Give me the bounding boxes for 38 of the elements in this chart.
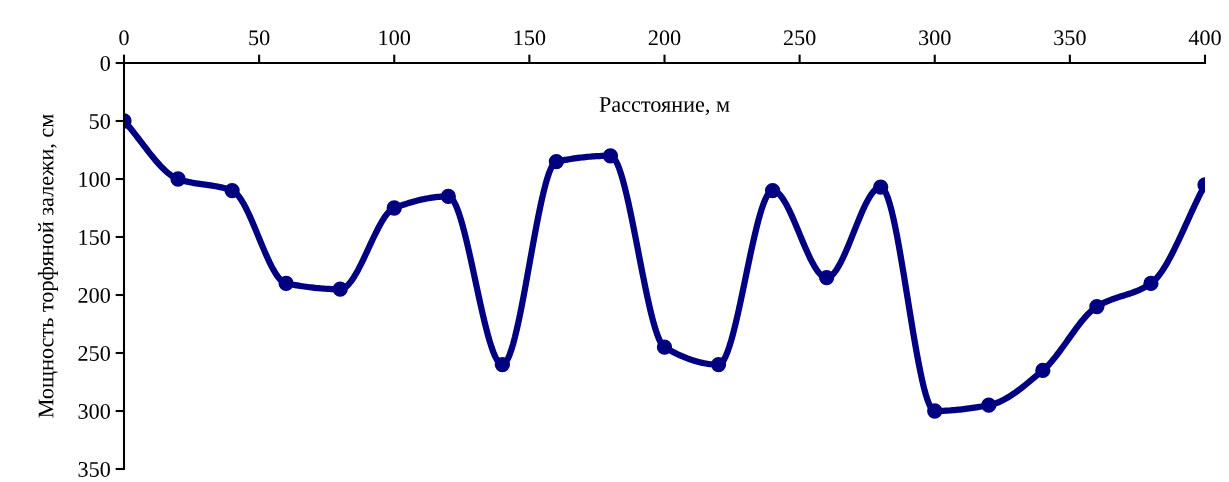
x-axis-title: Расстояние, м [599,97,730,116]
point [278,275,294,292]
point [981,397,997,413]
point [386,200,402,216]
point [332,281,348,297]
x-tick-label: 150 [514,30,546,46]
y-tick-label: 300 [78,403,110,419]
x-tick-label: 250 [783,30,816,46]
x-tick-label: 200 [648,30,681,46]
point [710,356,727,373]
x-tick-label: 300 [919,30,951,46]
x-tick-label: 100 [379,30,411,46]
point [548,153,565,170]
point [440,188,456,205]
point [170,171,186,187]
y-tick-label: 250 [78,345,110,361]
point [1089,298,1105,315]
y-tick-label: 200 [78,287,110,303]
y-axis-title: Мощность торфяной залежи, см [37,114,59,418]
point [873,179,889,195]
point [927,403,943,419]
y-tick-label: 350 [78,461,110,477]
x-tick-label: 350 [1054,30,1086,46]
y-tick-label: 100 [79,171,110,187]
x-tick-label: 50 [249,30,270,46]
point [1035,362,1051,379]
point [224,182,240,199]
point [656,339,673,355]
y-tick-label: 150 [79,229,110,245]
point [1143,275,1159,292]
point [819,269,835,286]
x-tick-label: 400 [1188,30,1221,46]
point [764,182,781,199]
x-tick-label: 0 [119,30,129,46]
y-tick-label: 0 [100,55,110,71]
point [494,356,510,373]
y-tick-label: 50 [89,113,110,129]
point [602,148,619,164]
